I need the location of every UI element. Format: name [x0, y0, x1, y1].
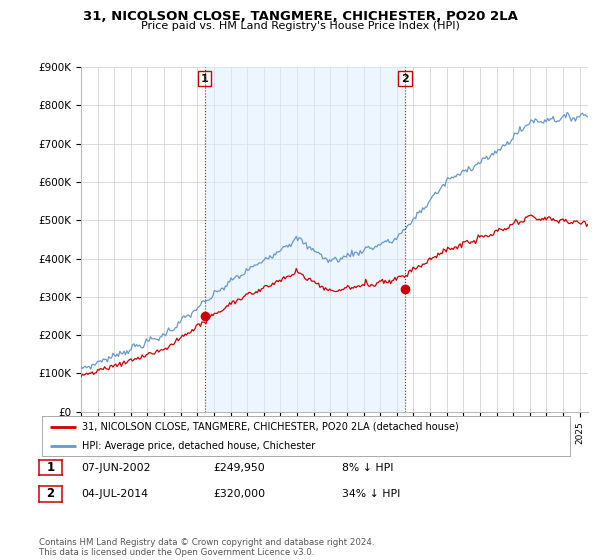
Text: 2: 2 — [401, 74, 409, 83]
Text: 34% ↓ HPI: 34% ↓ HPI — [342, 489, 400, 499]
Text: Contains HM Land Registry data © Crown copyright and database right 2024.
This d: Contains HM Land Registry data © Crown c… — [39, 538, 374, 557]
Text: HPI: Average price, detached house, Chichester: HPI: Average price, detached house, Chic… — [82, 441, 315, 451]
Text: 1: 1 — [46, 461, 55, 474]
Text: 04-JUL-2014: 04-JUL-2014 — [81, 489, 148, 499]
Text: £320,000: £320,000 — [213, 489, 265, 499]
Text: 31, NICOLSON CLOSE, TANGMERE, CHICHESTER, PO20 2LA: 31, NICOLSON CLOSE, TANGMERE, CHICHESTER… — [83, 10, 517, 23]
Text: 07-JUN-2002: 07-JUN-2002 — [81, 463, 151, 473]
Text: 1: 1 — [201, 74, 209, 83]
Text: 2: 2 — [46, 487, 55, 501]
Text: Price paid vs. HM Land Registry's House Price Index (HPI): Price paid vs. HM Land Registry's House … — [140, 21, 460, 31]
Text: £249,950: £249,950 — [213, 463, 265, 473]
Bar — [205, 67, 405, 412]
Text: 8% ↓ HPI: 8% ↓ HPI — [342, 463, 394, 473]
Text: 31, NICOLSON CLOSE, TANGMERE, CHICHESTER, PO20 2LA (detached house): 31, NICOLSON CLOSE, TANGMERE, CHICHESTER… — [82, 422, 458, 432]
